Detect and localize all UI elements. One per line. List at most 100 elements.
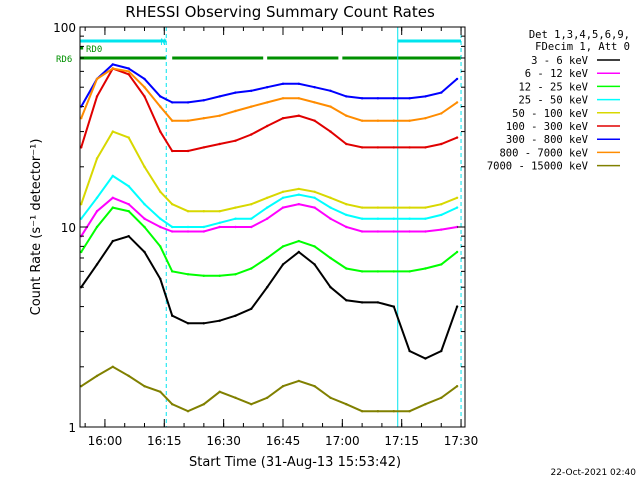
series-point-3 xyxy=(143,203,146,206)
series-point-7 xyxy=(297,97,300,100)
series-point-8 xyxy=(455,385,459,388)
series-point-7 xyxy=(143,86,146,89)
series-point-5 xyxy=(80,146,83,149)
series-point-8 xyxy=(111,365,115,368)
series-point-4 xyxy=(266,196,269,199)
series-point-5 xyxy=(329,130,332,133)
series-point-1 xyxy=(186,230,190,233)
series-point-7 xyxy=(424,117,427,120)
series-point-2 xyxy=(329,256,332,260)
series-point-5 xyxy=(408,146,411,149)
series-point-1 xyxy=(424,230,427,233)
series-point-4 xyxy=(360,206,364,209)
series-point-2 xyxy=(313,245,316,248)
series-point-4 xyxy=(143,165,146,168)
series-point-1 xyxy=(313,206,316,209)
series-point-4 xyxy=(455,196,459,199)
series-point-0 xyxy=(345,299,348,302)
series-point-4 xyxy=(95,157,99,160)
series-point-1 xyxy=(266,217,269,220)
series-point-8 xyxy=(266,396,269,399)
flag-label-rd0: RD0 xyxy=(86,45,102,55)
series-point-0 xyxy=(329,286,332,289)
series-point-4 xyxy=(408,206,411,209)
series-point-0 xyxy=(250,307,253,310)
series-point-3 xyxy=(218,221,221,224)
x-tick-label: 16:15 xyxy=(147,434,182,448)
series-point-7 xyxy=(218,114,221,117)
series-point-4 xyxy=(329,196,332,199)
series-point-7 xyxy=(186,119,190,122)
series-point-3 xyxy=(95,196,99,199)
series-point-6 xyxy=(171,101,174,104)
series-point-1 xyxy=(281,206,285,209)
series-point-8 xyxy=(80,385,83,388)
series-point-6 xyxy=(329,89,332,93)
series-line-4 xyxy=(80,130,458,213)
series-point-2 xyxy=(440,263,443,266)
series-point-8 xyxy=(250,403,253,406)
series-point-4 xyxy=(218,210,221,213)
x-tick-label: 16:30 xyxy=(206,434,241,448)
series-point-6 xyxy=(202,99,205,102)
series-point-6 xyxy=(313,86,316,89)
flag-label-rd6: RD6 xyxy=(56,55,72,65)
series-point-1 xyxy=(250,225,253,229)
series-point-5 xyxy=(250,133,253,136)
series-point-4 xyxy=(376,206,380,209)
series-point-7 xyxy=(171,119,174,122)
series-point-2 xyxy=(266,256,269,260)
series-point-2 xyxy=(297,239,300,243)
series-point-3 xyxy=(424,217,427,220)
series-point-2 xyxy=(127,210,130,213)
series-point-6 xyxy=(345,95,348,98)
series-point-4 xyxy=(424,206,427,209)
series-point-4 xyxy=(111,130,115,133)
series-point-3 xyxy=(408,217,411,220)
x-tick-label: 17:30 xyxy=(444,434,479,448)
series-point-7 xyxy=(345,114,348,117)
timestamp: 22-Oct-2021 02:40 xyxy=(551,468,637,478)
series-point-0 xyxy=(392,305,395,308)
series-point-8 xyxy=(345,403,348,406)
series-point-2 xyxy=(95,225,99,229)
series-point-3 xyxy=(111,174,115,178)
series-point-7 xyxy=(111,67,115,70)
series-point-7 xyxy=(234,109,237,113)
series-point-0 xyxy=(360,301,364,304)
series-point-2 xyxy=(345,267,348,270)
series-point-5 xyxy=(281,117,285,120)
series-point-2 xyxy=(218,274,221,277)
series-point-8 xyxy=(440,396,443,399)
series-point-7 xyxy=(440,112,443,115)
series-point-1 xyxy=(95,210,99,213)
series-layer xyxy=(80,63,459,413)
x-axis-label: Start Time (31-Aug-13 15:53:42) xyxy=(189,455,401,470)
series-point-8 xyxy=(392,410,395,413)
series-point-1 xyxy=(297,203,300,206)
series-point-3 xyxy=(171,225,174,229)
series-point-0 xyxy=(266,286,269,289)
series-point-4 xyxy=(297,187,300,191)
series-point-4 xyxy=(202,210,205,213)
legend-label-0: 3 - 6 keV xyxy=(531,55,589,67)
series-point-2 xyxy=(250,267,253,270)
series-point-4 xyxy=(345,203,348,206)
series-point-1 xyxy=(376,230,380,233)
series-point-6 xyxy=(455,77,459,81)
series-point-5 xyxy=(440,142,443,146)
series-point-8 xyxy=(186,410,190,413)
series-point-3 xyxy=(127,185,130,188)
series-point-3 xyxy=(313,196,316,199)
legend-label-2: 12 - 25 keV xyxy=(518,81,588,93)
series-point-8 xyxy=(218,390,221,393)
series-point-3 xyxy=(297,193,300,196)
series-point-2 xyxy=(281,245,285,248)
series-point-3 xyxy=(281,196,285,199)
series-point-0 xyxy=(313,263,316,266)
series-point-2 xyxy=(171,270,174,273)
series-point-7 xyxy=(313,101,316,104)
series-point-2 xyxy=(234,273,237,276)
x-tick-label: 16:00 xyxy=(88,434,123,448)
